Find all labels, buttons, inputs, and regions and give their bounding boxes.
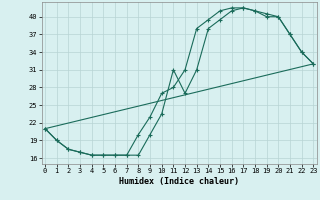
X-axis label: Humidex (Indice chaleur): Humidex (Indice chaleur) bbox=[119, 177, 239, 186]
